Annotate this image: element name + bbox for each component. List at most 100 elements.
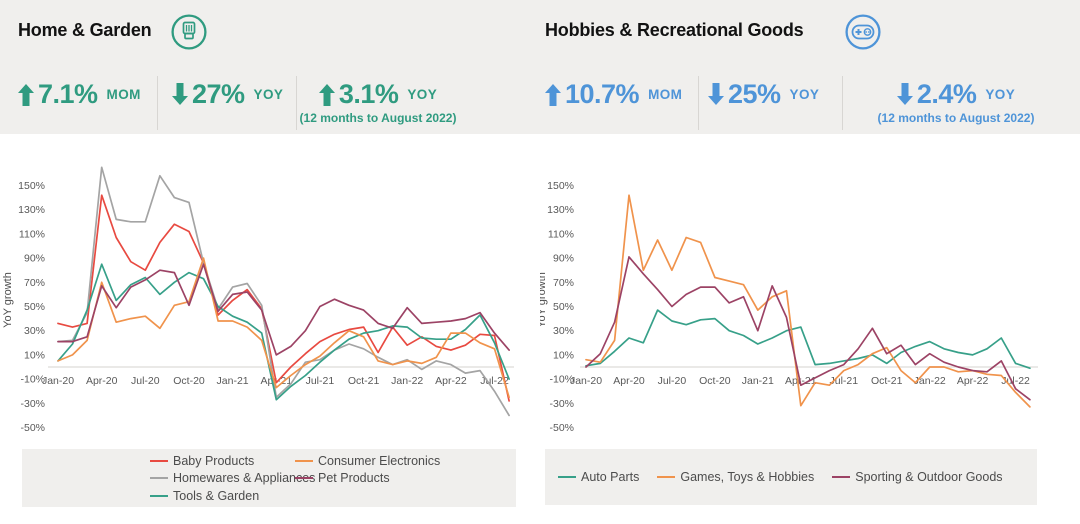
- series-line-pet-products: [57, 263, 510, 356]
- x-tick-label: Jan-21: [217, 375, 249, 387]
- y-axis-title: YoY growth: [540, 272, 548, 328]
- legend-label: Pet Products: [318, 471, 390, 485]
- stat-value: 27%: [192, 79, 245, 109]
- y-tick-label: 10%: [24, 349, 45, 361]
- series-line-sporting-outdoor-goods: [585, 256, 1031, 401]
- blender-icon: [170, 13, 208, 51]
- stat-yoy: 27% YOY: [172, 80, 283, 108]
- x-tick-label: Jan-20: [570, 375, 602, 387]
- y-tick-label: -10%: [20, 374, 45, 386]
- legend-item-consumer-electronics: Consumer Electronics: [295, 454, 516, 468]
- stat-caption: (12 months to August 2022): [877, 111, 1035, 125]
- x-tick-label: Jan-22: [391, 375, 423, 387]
- stat-unit: MOM: [648, 86, 683, 102]
- x-tick-label: Oct-20: [699, 375, 731, 387]
- y-tick-label: 30%: [24, 325, 45, 337]
- legend-swatch: [295, 459, 313, 462]
- hobbies-legend: Auto Parts Games, Toys & Hobbies Sporting …: [545, 449, 1037, 505]
- y-tick-label: 70%: [553, 277, 574, 289]
- arrow-up-icon: [318, 83, 335, 106]
- x-tick-label: Oct-20: [173, 375, 205, 387]
- legend-label: Homewares & Appliances: [173, 471, 316, 485]
- arrow-down-icon: [172, 82, 188, 105]
- y-tick-label: 110%: [548, 228, 574, 240]
- y-axis-title: YoY growth: [2, 272, 14, 328]
- legend-swatch: [832, 476, 851, 478]
- y-tick-label: 10%: [553, 349, 574, 361]
- legend-item-baby-products: Baby Products: [150, 454, 295, 468]
- legend-item-sporting-outdoor-goods: Sporting & Outdoor Goods: [832, 470, 1003, 484]
- y-tick-label: 90%: [553, 253, 574, 265]
- x-tick-label: Oct-21: [348, 375, 380, 387]
- legend-swatch: [558, 476, 576, 478]
- legend-item-tools-garden: Tools & Garden: [150, 489, 295, 503]
- hobbies-chart: 150% 130% 110% 90% 70% 50% 30% 10% -10% -30% -50% J…: [540, 180, 1038, 434]
- series-line-baby-products: [57, 194, 510, 402]
- x-tick-label: Oct-21: [871, 375, 903, 387]
- y-tick-label: -30%: [20, 398, 45, 410]
- stat-divider: [296, 76, 297, 130]
- y-tick-label: 90%: [24, 253, 45, 265]
- stat-value: 3.1%: [338, 79, 399, 109]
- stat-value: 10.7%: [565, 79, 640, 109]
- y-tick-label: -50%: [20, 422, 45, 434]
- x-tick-label: Apr-21: [785, 375, 817, 387]
- y-tick-label: 110%: [19, 228, 45, 240]
- stat-unit: YOY: [789, 86, 820, 102]
- panel-title-home-garden: Home & Garden: [18, 20, 152, 40]
- legend-item-homewares-appliances: Homewares & Appliances: [150, 471, 315, 485]
- panel-title-hobbies: Hobbies & Recreational Goods: [545, 20, 804, 40]
- stat-yoy-12m: 3.1% YOY (12 months to August 2022): [297, 80, 459, 125]
- y-tick-label: 150%: [18, 180, 45, 192]
- legend-swatch: [150, 459, 168, 462]
- legend-label: Sporting & Outdoor Goods: [855, 470, 1003, 484]
- series-line-tools-garden: [57, 263, 510, 401]
- series-line-auto-parts: [585, 309, 1031, 370]
- legend-label: Consumer Electronics: [318, 453, 441, 468]
- legend-label: Baby Products: [173, 453, 255, 468]
- series-line-consumer-electronics: [57, 257, 510, 399]
- legend-label: Auto Parts: [581, 470, 640, 484]
- stat-mom: 10.7% MOM: [545, 80, 682, 108]
- stat-divider: [157, 76, 158, 130]
- y-tick-label: 50%: [553, 301, 574, 313]
- stat-divider: [698, 76, 699, 130]
- x-tick-label: Apr-22: [435, 375, 467, 387]
- arrow-down-icon: [708, 82, 724, 105]
- y-tick-label: 150%: [547, 180, 574, 192]
- x-tick-label: Apr-20: [86, 375, 118, 387]
- stat-value: 7.1%: [38, 79, 98, 109]
- y-tick-label: -50%: [549, 422, 574, 434]
- legend-swatch: [150, 494, 168, 497]
- stat-unit: YOY: [407, 86, 438, 102]
- x-tick-label: Jan-20: [42, 375, 74, 387]
- stat-yoy: 25% YOY: [708, 80, 819, 108]
- stat-unit: YOY: [985, 86, 1016, 102]
- series-line-homewares-appliances: [57, 166, 510, 417]
- y-tick-label: 130%: [18, 204, 45, 216]
- y-tick-label: -30%: [549, 398, 574, 410]
- y-tick-label: 130%: [547, 204, 574, 216]
- x-tick-label: Jul-20: [658, 375, 687, 387]
- arrow-up-icon: [545, 83, 561, 106]
- home-garden-chart: 150% 130% 110% 90% 70% 50% 30% 10% -10% -30% -50% J…: [2, 166, 514, 434]
- arrow-down-icon: [896, 82, 913, 105]
- stat-value: 25%: [728, 79, 781, 109]
- series-line-games-toys-hobbies: [585, 194, 1031, 408]
- legend-swatch: [657, 476, 676, 478]
- y-tick-label: 70%: [24, 277, 45, 289]
- legend-swatch: [295, 477, 313, 479]
- legend-item-pet-products: Pet Products: [295, 471, 516, 485]
- stat-divider: [842, 76, 843, 130]
- stat-value: 2.4%: [916, 79, 977, 109]
- x-tick-label: Apr-20: [613, 375, 645, 387]
- x-tick-label: Jul-21: [306, 375, 335, 387]
- home-garden-legend: Baby Products Consumer Electronics Homewar…: [22, 449, 516, 507]
- x-tick-label: Jan-21: [742, 375, 774, 387]
- x-tick-label: Apr-22: [957, 375, 989, 387]
- stat-yoy-12m: 2.4% YOY (12 months to August 2022): [842, 80, 1070, 125]
- x-tick-label: Jul-20: [131, 375, 160, 387]
- header-band: [0, 0, 1080, 134]
- gamepad-icon: [844, 13, 882, 51]
